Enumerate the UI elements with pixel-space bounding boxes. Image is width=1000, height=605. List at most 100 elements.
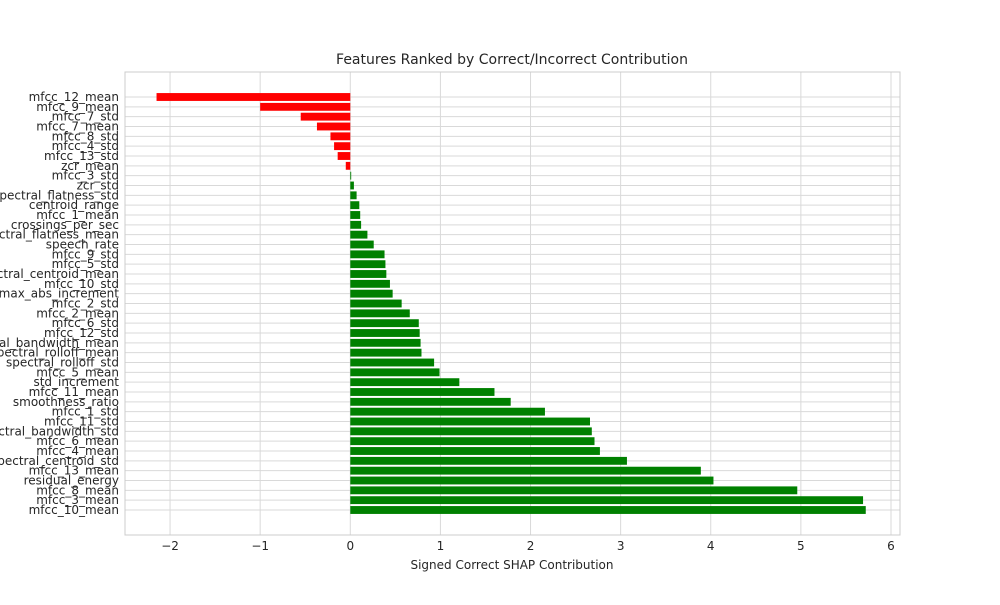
y-tick-label: mfcc_1_std (52, 405, 119, 419)
bar-mfcc-9-std (350, 250, 385, 259)
y-tick-label: mfcc_11_std (44, 415, 119, 429)
y-tick-label: mfcc_8_std (52, 129, 119, 143)
y-tick-label: mfcc_6_std (52, 316, 119, 330)
bar-mfcc-1-mean (350, 211, 361, 219)
y-tick-label: zcr_std (77, 179, 119, 193)
y-tick-label: mfcc_9_mean (36, 100, 119, 114)
x-tick-label: 0 (346, 539, 354, 553)
y-tick-label: spectral_rolloff_std (6, 356, 119, 370)
x-tick-label: −2 (161, 539, 179, 553)
grid-lines (125, 72, 900, 535)
y-tick-label: mfcc_2_mean (36, 306, 119, 320)
x-axis-label: Signed Correct SHAP Contribution (410, 558, 613, 572)
y-tick-label: speech_rate (46, 238, 119, 252)
bar-mfcc-2-std (350, 299, 402, 308)
y-tick-label: mfcc_10_mean (29, 503, 119, 517)
bar-mfcc-11-mean (350, 388, 495, 396)
bar-mfcc-8-mean (350, 486, 798, 495)
plot-frame (124, 71, 901, 536)
bar-spectral-rolloff-mean (350, 348, 422, 357)
bar-spectral-centroid-mean (350, 270, 387, 278)
y-tick-label: spectral_flatness_std (0, 188, 119, 202)
y-tick-labels: mfcc_12_meanmfcc_9_meanmfcc_7_stdmfcc_7_… (0, 90, 119, 517)
y-tick-label: crossings_per_sec (11, 218, 119, 232)
bar-crossings-per-sec (350, 220, 362, 229)
bar-mfcc-10-std (350, 279, 390, 288)
x-tick-label: 3 (617, 539, 625, 553)
bar-mfcc-6-std (350, 319, 419, 328)
y-tick-label: spectral_centroid_std (0, 454, 119, 468)
bar-zcr-mean (345, 161, 351, 170)
bar-mfcc-7-mean (316, 122, 351, 131)
y-tick-label: mfcc_7_mean (36, 120, 119, 134)
bar-spectral-flatness-mean (350, 230, 368, 239)
y-tick-label: smoothness_ratio (13, 395, 119, 409)
bar-mfcc-4-mean (350, 447, 600, 455)
x-tick-labels: −2 −1 0 1 2 3 4 5 6 (161, 539, 895, 553)
y-tick-label: mfcc_7_std (52, 110, 119, 124)
y-tick-label: mfcc_4_mean (36, 444, 119, 458)
bar-spectral-rolloff-std (350, 358, 435, 367)
y-tick-label: spectral_bandwidth_std (0, 424, 119, 438)
y-tick-label: mfcc_8_mean (36, 483, 119, 497)
bar-speech-rate (350, 240, 374, 249)
bar-centroid-range (350, 201, 360, 210)
x-tick-label: 5 (797, 539, 805, 553)
bar-mfcc-4-std (334, 142, 351, 151)
y-tick-label: zcr_mean (61, 159, 119, 173)
bar-mfcc-13-mean (350, 466, 701, 475)
y-tick-label: mfcc_5_mean (36, 365, 119, 379)
y-tick-label: mfcc_12_mean (29, 90, 119, 104)
y-tick-label: mfcc_5_std (52, 257, 119, 271)
y-tick-label: mfcc_13_std (44, 149, 119, 163)
y-tick-label: spectral_flatness_mean (0, 228, 119, 242)
y-tick-label: mfcc_9_std (52, 247, 119, 261)
bars (156, 93, 866, 514)
bar-residual-energy (350, 476, 714, 485)
y-tick-label: centroid_range (29, 198, 119, 212)
bar-zcr-std (350, 181, 354, 190)
bar-max-abs-increment (350, 289, 393, 298)
x-tick-label: 6 (887, 539, 895, 553)
bar-mfcc-13-std (337, 152, 351, 160)
y-tick-label: mfcc_13_mean (29, 464, 119, 478)
bar-spectral-flatness-std (350, 191, 357, 200)
y-tick-label: mfcc_3_std (52, 169, 119, 183)
y-tick-label: spectral_bandwidth_mean (0, 336, 119, 350)
bar-mfcc-8-std (330, 132, 351, 141)
bar-mfcc-5-mean (350, 368, 440, 377)
y-tick-label: mfcc_11_mean (29, 385, 119, 399)
bar-spectral-bandwidth-std (350, 427, 592, 436)
bar-spectral-bandwidth-mean (350, 338, 421, 347)
bar-mfcc-5-std (350, 260, 386, 269)
y-tick-label: mfcc_1_mean (36, 208, 119, 222)
bar-mfcc-3-std (350, 171, 352, 180)
y-tick-label: spectral_rolloff_mean (0, 346, 119, 360)
y-tick-label: mfcc_4_std (52, 139, 119, 153)
bar-mfcc-9-mean (260, 102, 351, 111)
bar-std-increment (350, 378, 460, 387)
bar-mfcc-12-mean (156, 93, 351, 101)
y-tick-label: mfcc_10_std (44, 277, 119, 291)
y-tick-label: mfcc_12_std (44, 326, 119, 340)
bar-smoothness-ratio (350, 397, 511, 406)
chart-title: Features Ranked by Correct/Incorrect Con… (336, 52, 688, 68)
x-tick-label: 1 (437, 539, 445, 553)
bar-mfcc-1-std (350, 407, 545, 416)
x-tick-label: 2 (527, 539, 535, 553)
y-tick-label: mfcc_3_mean (36, 493, 119, 507)
y-tick-label: residual_energy (24, 474, 119, 488)
y-tick-label: max_abs_increment (0, 287, 119, 301)
bar-mfcc-11-std (350, 417, 590, 426)
bar-mfcc-2-mean (350, 309, 410, 318)
y-tick-label: mfcc_2_std (52, 297, 119, 311)
bar-mfcc-3-mean (350, 496, 864, 505)
bar-mfcc-7-std (300, 112, 351, 121)
bar-spectral-centroid-std (350, 456, 627, 465)
x-tick-label: −1 (251, 539, 269, 553)
bar-mfcc-12-std (350, 329, 420, 337)
y-tick-label: mfcc_6_mean (36, 434, 119, 448)
y-tick-label: spectral_centroid_mean (0, 267, 119, 281)
